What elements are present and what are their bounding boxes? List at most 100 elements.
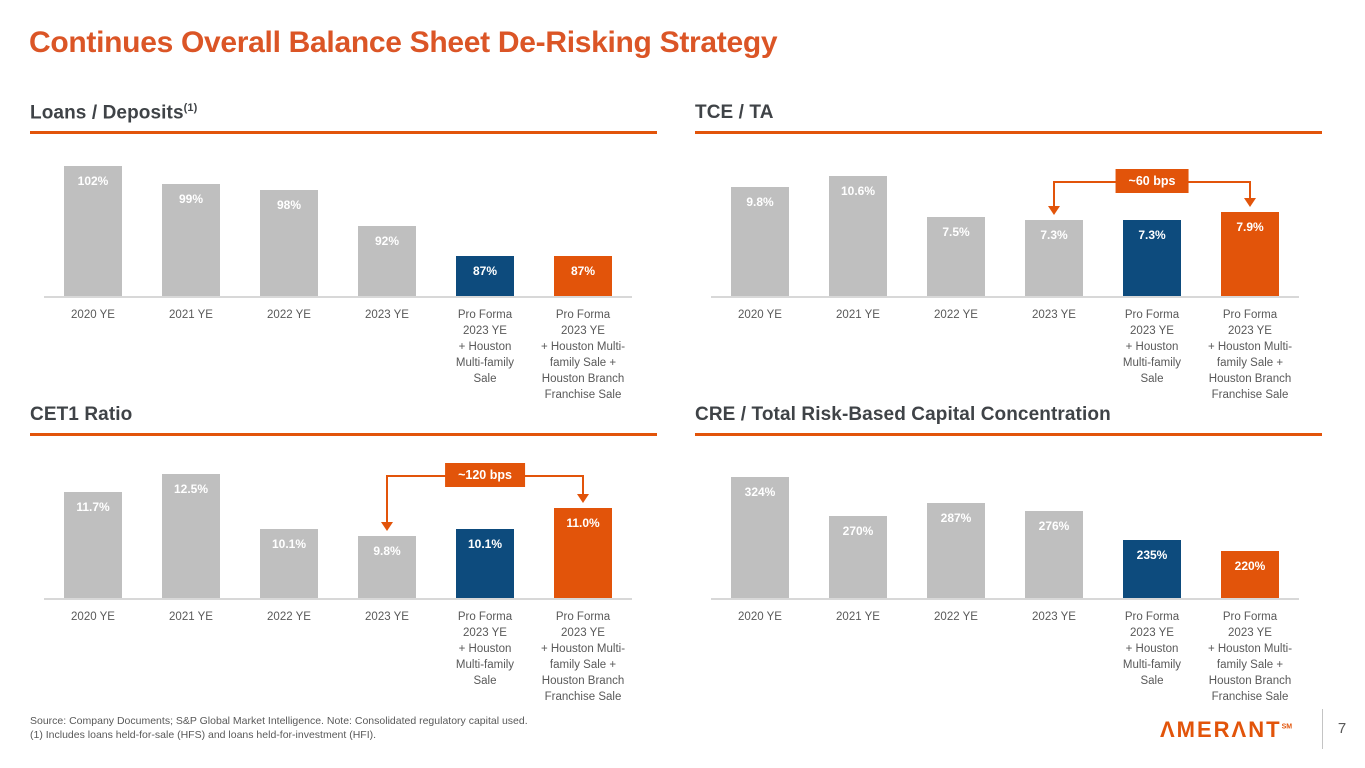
annotation-layer: ~120 bps [44,452,632,598]
section-header-loans-deposits: Loans / Deposits(1) [30,102,657,135]
bar-column: 7.3% [1103,220,1201,296]
down-arrow-icon [381,522,393,531]
x-axis-label: 2023 YE [1032,611,1076,623]
x-axis-label: 2022 YE [267,611,311,623]
bar: 287% [927,503,985,598]
bar-value-label: 99% [178,192,204,206]
x-axis-label: 2022 YE [934,309,978,321]
bar-column: 10.1% [240,529,338,598]
bar-column: 9.8% [338,536,436,598]
page-number-divider [1322,709,1323,749]
section-header-cre-concentration: CRE / Total Risk-Based Capital Concentra… [695,404,1322,436]
plot-area: 9.8% 10.6% 7.5% 7.3% 7.3% 7.9% ~60 bps [711,150,1299,298]
bar-column: 220% [1201,551,1299,598]
section-title: Loans / Deposits(1) [30,102,198,124]
footnote-1: (1) Includes loans held-for-sale (HFS) a… [30,728,377,741]
bar: 324% [731,477,789,598]
bar: 87% [456,256,514,296]
section-title: CRE / Total Risk-Based Capital Concentra… [695,404,1111,425]
bar-value-label: 102% [77,174,109,188]
bar-column: 276% [1005,511,1103,598]
bar: 235% [1123,540,1181,598]
bar: 10.1% [456,529,514,598]
x-axis-label: Pro Forma 2023 YE + Houston Multi- famil… [540,611,626,704]
x-axis-label: Pro Forma 2023 YE + Houston Multi-family… [455,309,515,386]
annotation-arrow-line [582,475,584,494]
x-axis-label: 2022 YE [267,309,311,321]
x-axis-label: Pro Forma 2023 YE + Houston Multi- famil… [1207,611,1293,704]
bar-value-label: 9.8% [746,195,774,209]
bar-column: 102% [44,166,142,296]
chart-cre-concentration: 324% 270% 287% 276% 235% 220% 2020 YE 2021 YE 2… [711,452,1299,706]
bar-column: 92% [338,226,436,296]
down-arrow-icon [577,494,589,503]
bar-column: 7.9% [1201,212,1299,296]
bar-column: 235% [1103,540,1201,598]
bar-column: 11.7% [44,492,142,598]
bar-column: 287% [907,503,1005,598]
bar-column: 10.6% [809,176,907,296]
bar-value-label: 7.3% [1138,228,1166,242]
bar: 7.5% [927,217,985,296]
service-mark: SM [1281,723,1293,731]
x-axis-label: 2020 YE [738,309,782,321]
bar-value-label: 12.5% [173,482,209,496]
bar-value-label: 10.6% [840,184,876,198]
slide-title: Continues Overall Balance Sheet De-Riski… [29,26,778,59]
section-underline [30,433,657,436]
bar-column: 7.5% [907,217,1005,296]
bar-value-label: 92% [374,234,400,248]
bar-value-label: 7.3% [1040,228,1068,242]
bar-value-label: 324% [744,485,776,499]
bar: 220% [1221,551,1279,598]
bar-value-label: 9.8% [373,544,401,558]
x-axis-label: Pro Forma 2023 YE + Houston Multi- famil… [1207,309,1293,402]
bar-value-label: 11.0% [566,516,600,530]
x-axis-label: 2023 YE [1032,309,1076,321]
footnote-marker: (1) [183,102,198,114]
plot-area: 102% 99% 98% 92% 87% 87% [44,150,632,298]
x-axis-labels: 2020 YE 2021 YE 2022 YE 2023 YE Pro Forma 20… [44,600,632,706]
bar-value-label: 7.5% [942,225,970,239]
bar-column: 270% [809,516,907,598]
bar: 270% [829,516,887,598]
bar-value-label: 287% [940,511,972,525]
section-underline [695,433,1322,436]
bar-column: 99% [142,184,240,296]
x-axis-label: Pro Forma 2023 YE + Houston Multi- famil… [540,309,626,402]
x-axis-label: 2021 YE [169,309,213,321]
bar-value-label: 7.9% [1236,220,1264,234]
bar-value-label: 10.1% [271,537,307,551]
annotation-arrow-line [386,475,388,522]
bar: 276% [1025,511,1083,598]
section-underline [695,131,1322,134]
bar: 11.7% [64,492,122,598]
bar: 11.0% [554,508,612,598]
plot-area: 11.7% 12.5% 10.1% 9.8% 10.1% 11.0% ~120 bps [44,452,632,600]
bar-column: 10.1% [436,529,534,598]
bar-column: 324% [711,477,809,598]
bar-column: 87% [436,256,534,296]
x-axis-labels: 2020 YE 2021 YE 2022 YE 2023 YE Pro Forma 20… [711,298,1299,404]
bar: 7.3% [1123,220,1181,296]
bar: 9.8% [731,187,789,296]
section-header-cet1-ratio: CET1 Ratio [30,404,657,436]
plot-area: 324% 270% 287% 276% 235% 220% [711,452,1299,600]
page-number: 7 [1337,720,1347,737]
bar-value-label: 11.7% [76,500,110,514]
bar-value-label: 87% [570,264,596,278]
bar: 7.3% [1025,220,1083,296]
x-axis-label: 2022 YE [934,611,978,623]
bar: 9.8% [358,536,416,598]
footnote-source: Source: Company Documents; S&P Global Ma… [30,715,528,727]
bar: 102% [64,166,122,296]
x-axis-label: Pro Forma 2023 YE + Houston Multi-family… [455,611,515,688]
bar: 87% [554,256,612,296]
chart-loans-deposits: 102% 99% 98% 92% 87% 87% 2020 YE 2021 YE 2022 Y… [44,150,632,404]
bar-value-label: 98% [276,198,302,212]
bar: 99% [162,184,220,296]
bar-value-label: 235% [1136,548,1168,562]
footnotes: Source: Company Documents; S&P Global Ma… [30,715,528,743]
bar: 7.9% [1221,212,1279,296]
x-axis-label: 2020 YE [738,611,782,623]
